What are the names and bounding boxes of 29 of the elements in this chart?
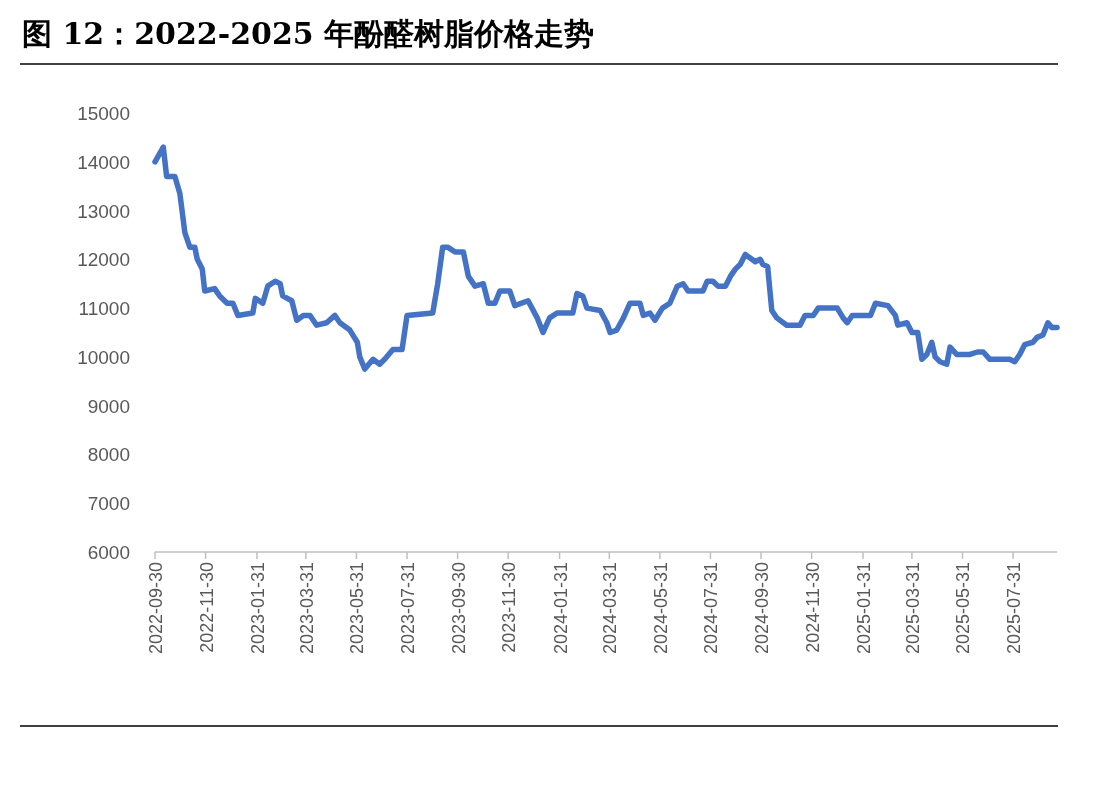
y-tick-label: 15000: [77, 103, 130, 124]
x-tick-label: 2022-11-30: [196, 562, 217, 653]
x-tick-label: 2023-09-30: [448, 562, 469, 655]
y-tick-label: 8000: [87, 444, 130, 466]
x-tick-label: 2023-07-31: [398, 562, 419, 655]
x-tick-label: 2024-01-31: [550, 562, 571, 655]
y-tick-label: 11000: [78, 298, 130, 320]
x-tick-label: 2025-07-31: [1004, 562, 1025, 655]
title: 图 12：2022-2025 年酚醛树脂价格走势: [22, 16, 595, 51]
x-tick-label: 2024-03-31: [600, 562, 621, 655]
y-tick-label: 9000: [87, 395, 130, 417]
y-tick-label: 13000: [77, 200, 130, 222]
x-tick-label: 2023-01-31: [247, 562, 268, 655]
x-tick-label: 2024-11-30: [802, 562, 823, 653]
x-tick-label: 2023-11-30: [499, 562, 520, 653]
x-tick-label: 2022-09-30: [146, 562, 166, 655]
x-tick-label: 2023-05-31: [347, 562, 368, 655]
x-tick-label: 2024-09-30: [752, 562, 773, 655]
x-tick-label: 2025-03-31: [902, 562, 923, 655]
y-tick-label: 14000: [77, 151, 130, 173]
x-tick-label: 2025-01-31: [854, 562, 874, 655]
x-tick-label: 2025-05-31: [953, 562, 974, 655]
y-tick-label: 10000: [77, 346, 130, 368]
y-tick-label: 7000: [87, 493, 130, 515]
x-tick-label: 2024-07-31: [701, 562, 722, 655]
x-tick-label: 2024-05-31: [650, 562, 671, 655]
y-tick-label: 6000: [87, 542, 130, 563]
x-tick-label: 2023-03-31: [296, 562, 317, 655]
y-tick-label: 12000: [77, 249, 130, 271]
